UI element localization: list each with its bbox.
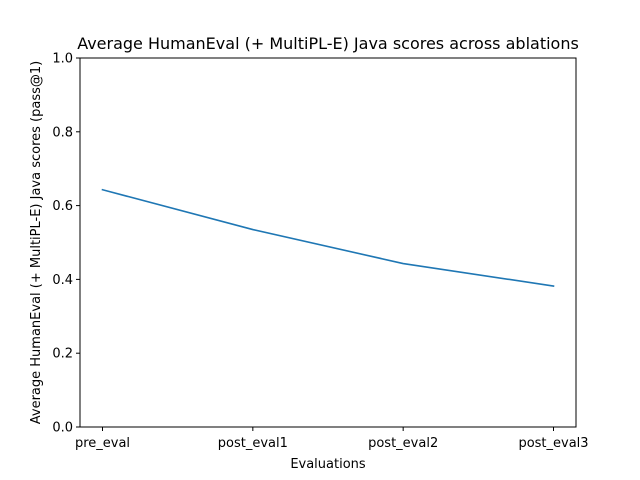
y-tick-label: 0.6	[52, 199, 73, 214]
plot-area-frame	[79, 57, 577, 428]
y-axis-title: Average HumanEval (+ MultiPL-E) Java sco…	[29, 61, 44, 424]
x-tick-label: post_eval3	[518, 436, 588, 451]
x-axis-title: Evaluations	[290, 457, 366, 472]
y-tick-label: 0.8	[52, 125, 73, 140]
y-tick-label: 0.2	[52, 347, 73, 362]
y-tick-label: 1.0	[52, 52, 73, 67]
x-tick-label: post_eval1	[218, 436, 288, 451]
x-tick-label: pre_eval	[75, 436, 130, 451]
y-tick-label: 0.4	[52, 273, 73, 288]
y-axis: 0.0 0.2 0.4 0.6 0.8 1.0	[52, 52, 80, 436]
series-line-0	[101, 188, 555, 287]
x-tick-label: post_eval2	[368, 436, 438, 451]
x-axis: pre_eval post_eval1 post_eval2 post_eval3	[75, 427, 589, 451]
series-layer	[101, 188, 555, 287]
chart-title: Average HumanEval (+ MultiPL-E) Java sco…	[77, 34, 579, 53]
y-tick-label: 0.0	[52, 421, 73, 436]
